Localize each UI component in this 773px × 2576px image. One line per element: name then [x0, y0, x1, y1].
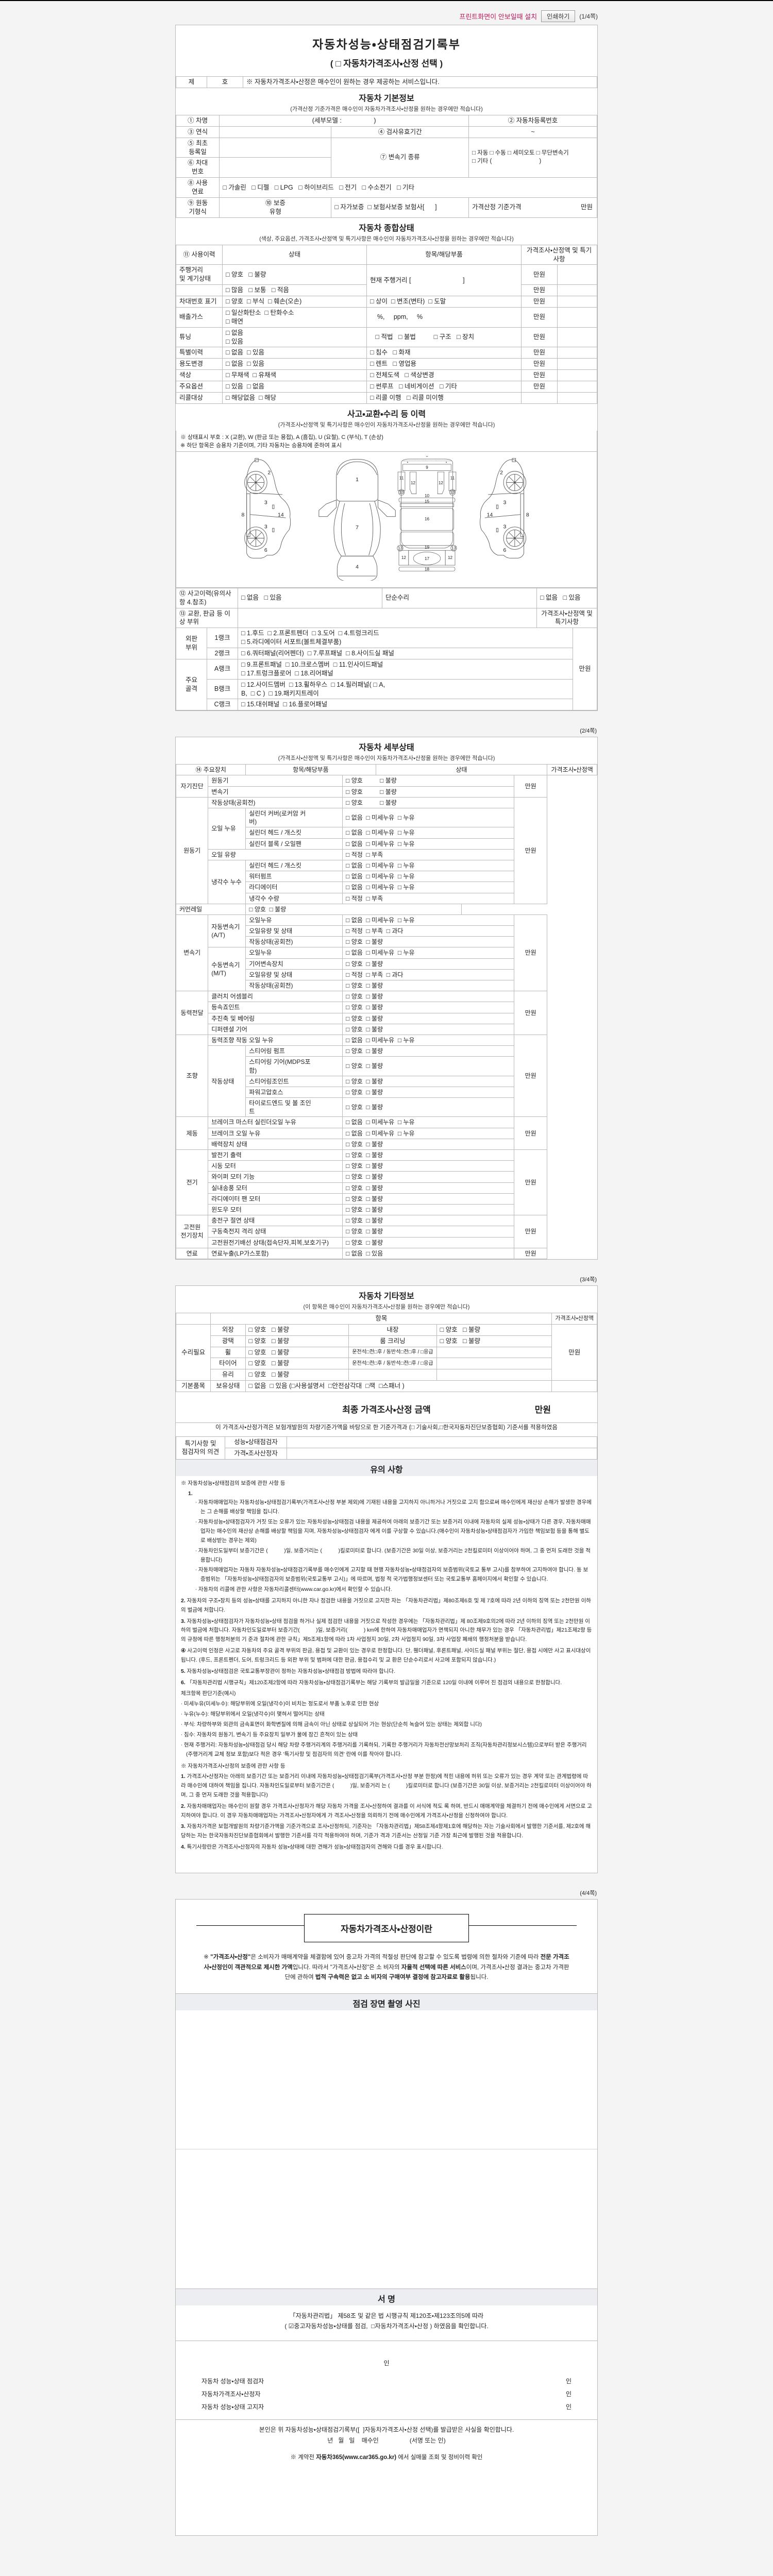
svg-text:8: 8 [242, 512, 245, 518]
svg-text:6: 6 [503, 548, 507, 553]
svg-text:3: 3 [503, 500, 507, 505]
svg-text:1: 1 [356, 477, 359, 483]
svg-text:11: 11 [399, 476, 404, 480]
svg-text:5: 5 [426, 456, 428, 458]
svg-text:16: 16 [425, 517, 430, 521]
svg-text:2: 2 [500, 470, 503, 476]
svg-text:17: 17 [425, 556, 430, 561]
svg-text:13: 13 [399, 490, 404, 495]
svg-text:2: 2 [267, 470, 271, 476]
svg-text:11: 11 [450, 476, 455, 480]
svg-text:19: 19 [425, 545, 430, 550]
svg-text:12: 12 [448, 555, 453, 560]
svg-text:6: 6 [264, 548, 267, 553]
svg-text:12: 12 [411, 481, 416, 485]
svg-text:7: 7 [356, 525, 359, 531]
svg-text:3: 3 [503, 524, 507, 530]
svg-text:13: 13 [450, 490, 455, 495]
svg-text:15: 15 [425, 499, 430, 504]
svg-text:8: 8 [526, 512, 529, 518]
svg-text:12: 12 [401, 555, 407, 560]
svg-text:10: 10 [425, 494, 430, 498]
svg-text:14: 14 [487, 512, 493, 518]
svg-text:3: 3 [264, 524, 267, 530]
svg-text:12: 12 [439, 481, 444, 485]
svg-text:13: 13 [398, 546, 403, 550]
svg-text:9: 9 [426, 465, 428, 470]
svg-text:18: 18 [425, 567, 430, 571]
svg-text:13: 13 [451, 546, 457, 550]
svg-text:14: 14 [278, 512, 284, 518]
svg-text:3: 3 [264, 500, 267, 505]
svg-text:4: 4 [356, 564, 359, 570]
